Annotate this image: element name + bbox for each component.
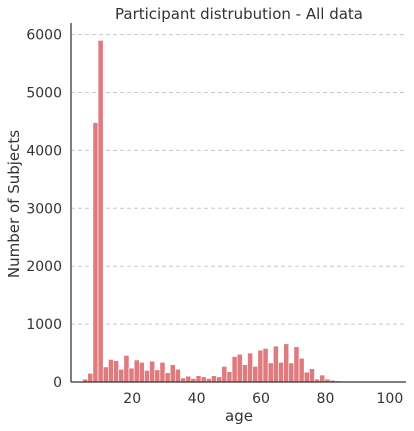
histogram-bar — [175, 368, 181, 383]
x-axis-title: age — [225, 407, 253, 425]
histogram-bar — [283, 343, 290, 383]
y-tick-labels: 0 1000 2000 3000 4000 5000 6000 — [26, 28, 62, 391]
histogram-bar — [102, 366, 109, 383]
histogram-bar — [133, 359, 140, 383]
histogram-bar — [164, 372, 171, 383]
axes — [70, 23, 406, 383]
y-tick-label: 3000 — [26, 201, 62, 217]
y-tick-label: 0 — [53, 375, 62, 391]
y-tick-label: 4000 — [26, 143, 62, 159]
histogram-bar — [123, 355, 130, 383]
x-tick-label: 80 — [317, 391, 335, 407]
histogram-bar — [118, 368, 125, 383]
histogram-bar — [262, 348, 269, 383]
y-tick-label: 6000 — [26, 28, 62, 44]
histogram-bar — [144, 370, 150, 383]
histogram-bar — [278, 362, 284, 383]
x-tick-label: 100 — [377, 391, 404, 407]
histogram-bar — [154, 369, 161, 383]
histogram-bar — [97, 40, 104, 383]
x-tick-label: 20 — [123, 391, 141, 407]
histogram-bar — [257, 349, 264, 383]
histogram-bar — [319, 374, 326, 383]
grid-lines — [71, 34, 406, 325]
y-tick-label: 5000 — [26, 85, 62, 101]
histogram-bar — [200, 376, 207, 383]
histogram-bar — [272, 345, 279, 383]
histogram-bar — [303, 371, 310, 383]
histogram-bar — [298, 357, 305, 383]
y-axis-title: Number of Subjects — [5, 130, 23, 278]
histogram-bar — [267, 362, 274, 383]
histogram-bar — [185, 375, 192, 383]
histogram-bar — [293, 346, 300, 383]
histogram-bar — [149, 360, 156, 383]
histogram-bar — [195, 375, 202, 383]
histogram-bar — [138, 362, 145, 383]
y-tick-label: 1000 — [26, 317, 62, 333]
histogram-bar — [216, 376, 223, 383]
histogram-bar — [226, 371, 233, 383]
histogram-bar — [247, 352, 253, 383]
chart-title: Participant distrubution - All data — [115, 5, 363, 23]
histogram-bar — [92, 122, 99, 383]
histogram-bar — [309, 368, 315, 383]
histogram-bars — [82, 40, 387, 383]
x-tick-labels: 20 40 60 80 100 — [123, 391, 403, 407]
y-tick-label: 2000 — [26, 259, 62, 275]
histogram-bar — [288, 362, 295, 383]
x-tick-label: 40 — [188, 391, 206, 407]
histogram-bar — [236, 353, 243, 383]
histogram-bar — [231, 356, 238, 383]
histogram-bar — [128, 367, 135, 383]
histogram-bar — [211, 375, 217, 383]
histogram-bar — [169, 364, 176, 383]
x-tick-label: 60 — [252, 391, 270, 407]
histogram-bar — [242, 364, 248, 383]
histogram-bar — [108, 359, 114, 383]
histogram-bar — [87, 373, 94, 383]
histogram-bar — [252, 366, 259, 383]
histogram-bar — [159, 362, 166, 383]
histogram-bar — [113, 360, 119, 383]
histogram-bar — [221, 366, 228, 383]
